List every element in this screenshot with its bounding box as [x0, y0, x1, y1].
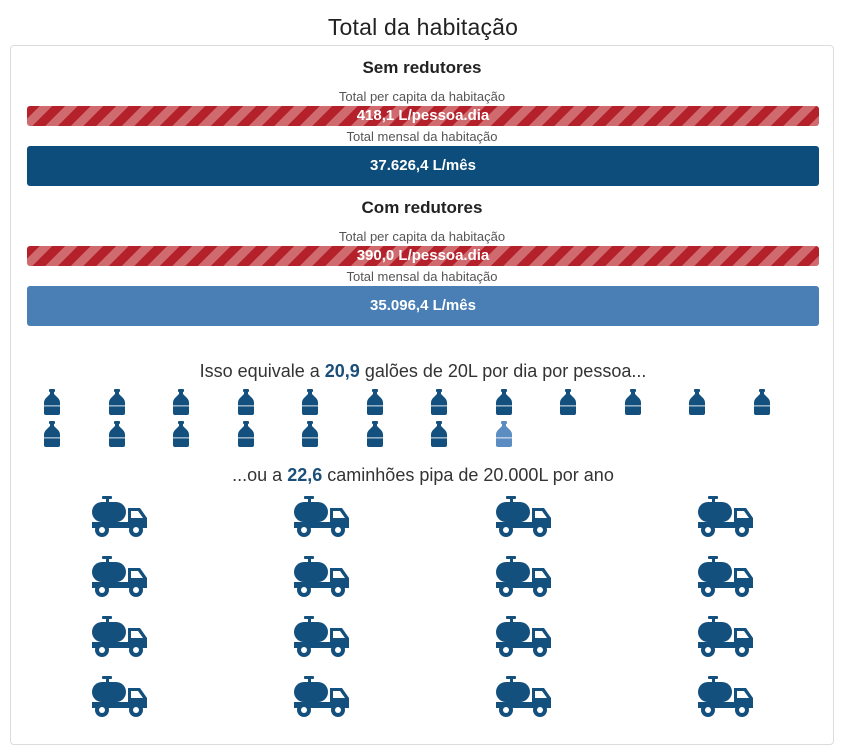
water-gallon-icon	[752, 389, 817, 415]
gallons-value: 20,9	[324, 361, 360, 381]
trucks-value: 22,6	[287, 465, 323, 485]
trucks-sentence: ...ou a 22,6 caminhões pipa de 20.000L p…	[0, 465, 846, 486]
water-gallon-icon	[429, 421, 494, 447]
water-truck-icon	[92, 496, 294, 538]
water-gallon-icon	[687, 389, 752, 415]
water-gallon-icon	[429, 389, 494, 415]
com-monthly-bar: 35.096,4 L/mês	[27, 286, 819, 326]
water-truck-icon	[92, 676, 294, 718]
water-gallon-icon	[107, 421, 172, 447]
water-truck-icon	[496, 616, 698, 658]
sem-monthly-label: Total mensal da habitação	[346, 129, 498, 144]
water-gallon-icon	[300, 389, 365, 415]
water-truck-icon	[496, 496, 698, 538]
water-gallon-icon	[42, 389, 107, 415]
water-gallon-icon	[494, 421, 559, 447]
water-truck-icon	[698, 676, 846, 718]
water-truck-icon	[294, 676, 496, 718]
water-gallon-icon	[558, 389, 623, 415]
sem-monthly-bar: 37.626,4 L/mês	[27, 146, 819, 186]
trucks-suffix: caminhões pipa de 20.000L por ano	[327, 465, 614, 485]
gallon-icon-grid	[42, 389, 816, 447]
truck-icon-grid	[92, 496, 842, 718]
gallons-suffix: galões de 20L por dia por pessoa...	[364, 361, 647, 381]
water-truck-icon	[698, 616, 846, 658]
com-per-capita-label: Total per capita da habitação	[338, 229, 506, 244]
water-truck-icon	[294, 616, 496, 658]
gallons-prefix: Isso equivale a	[199, 361, 320, 381]
com-redutores-heading: Com redutores	[361, 198, 483, 217]
water-gallon-icon	[494, 389, 559, 415]
water-gallon-icon	[42, 421, 107, 447]
water-truck-icon	[496, 556, 698, 598]
water-truck-icon	[294, 496, 496, 538]
gallons-sentence: Isso equivale a 20,9 galões de 20L por d…	[0, 361, 846, 382]
com-monthly-label: Total mensal da habitação	[346, 269, 498, 284]
water-truck-icon	[698, 496, 846, 538]
water-truck-icon	[294, 556, 496, 598]
water-gallon-icon	[107, 389, 172, 415]
water-gallon-icon	[365, 421, 430, 447]
sem-redutores-heading: Sem redutores	[362, 58, 482, 77]
water-truck-icon	[92, 556, 294, 598]
water-gallon-icon	[300, 421, 365, 447]
water-gallon-icon	[171, 389, 236, 415]
sem-per-capita-bar: 418,1 L/pessoa.dia	[27, 106, 819, 126]
trucks-prefix: ...ou a	[232, 465, 283, 485]
sem-per-capita-label: Total per capita da habitação	[338, 89, 506, 104]
water-truck-icon	[698, 556, 846, 598]
water-truck-icon	[496, 676, 698, 718]
water-gallon-icon	[623, 389, 688, 415]
water-truck-icon	[92, 616, 294, 658]
water-gallon-icon	[171, 421, 236, 447]
water-gallon-icon	[236, 389, 301, 415]
water-gallon-icon	[236, 421, 301, 447]
page-title: Total da habitação	[327, 14, 519, 40]
com-per-capita-bar: 390,0 L/pessoa.dia	[27, 246, 819, 266]
water-gallon-icon	[365, 389, 430, 415]
